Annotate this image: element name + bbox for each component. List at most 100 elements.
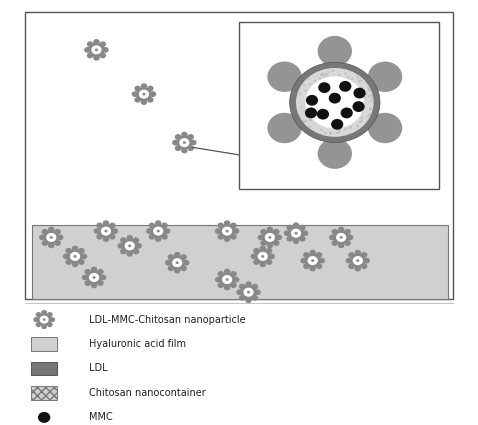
Circle shape [169,255,185,270]
Circle shape [239,284,245,289]
Circle shape [215,228,221,234]
Circle shape [353,88,366,99]
Circle shape [230,234,237,240]
Circle shape [155,220,162,226]
Circle shape [318,82,330,93]
Circle shape [224,269,230,275]
Circle shape [243,288,254,297]
Circle shape [43,230,59,245]
Circle shape [70,252,80,261]
Circle shape [291,229,301,238]
Bar [31,337,57,351]
Circle shape [104,230,108,232]
Circle shape [368,113,370,116]
Circle shape [299,225,305,230]
Circle shape [135,243,142,249]
Circle shape [355,250,361,255]
Circle shape [147,85,153,91]
Circle shape [316,264,322,269]
Circle shape [101,227,111,235]
Circle shape [141,99,147,105]
Circle shape [150,224,166,238]
Circle shape [296,68,374,137]
Circle shape [367,115,369,117]
Text: Hyaluronic acid film: Hyaluronic acid film [89,339,186,349]
Circle shape [370,94,372,96]
Circle shape [46,233,56,242]
Circle shape [65,248,72,254]
Circle shape [236,289,243,295]
Circle shape [40,315,49,324]
Circle shape [165,260,172,266]
Circle shape [288,226,304,241]
Circle shape [85,280,91,286]
Circle shape [364,258,370,264]
Circle shape [87,53,93,58]
Circle shape [364,97,367,99]
Circle shape [299,236,305,242]
Circle shape [54,240,61,246]
Circle shape [217,234,224,240]
Circle shape [141,83,147,89]
Circle shape [217,271,224,277]
Circle shape [120,249,127,254]
Circle shape [82,275,88,280]
Circle shape [217,223,224,228]
Text: MMC: MMC [89,412,113,422]
Circle shape [150,91,156,97]
Circle shape [230,271,237,277]
Circle shape [303,109,306,112]
Circle shape [42,229,48,235]
Circle shape [307,256,318,265]
Circle shape [127,235,133,241]
Circle shape [219,224,235,238]
Bar [25,12,453,298]
Circle shape [120,237,127,243]
Circle shape [97,269,104,275]
Circle shape [336,132,338,134]
Circle shape [294,232,298,235]
Circle shape [331,119,343,130]
Circle shape [250,253,257,259]
Circle shape [247,291,250,294]
Circle shape [99,53,106,58]
Circle shape [109,223,116,228]
Circle shape [268,236,272,239]
Circle shape [125,241,135,250]
Circle shape [88,42,105,57]
Circle shape [95,48,98,51]
Circle shape [176,136,193,150]
Circle shape [121,239,138,253]
Circle shape [318,139,352,169]
Circle shape [226,230,228,232]
Circle shape [370,100,373,102]
Circle shape [351,78,354,80]
Circle shape [172,258,182,267]
Circle shape [94,228,100,234]
Circle shape [164,228,171,234]
Circle shape [348,264,355,269]
Circle shape [47,312,53,317]
Circle shape [245,281,252,287]
Circle shape [276,235,282,240]
Circle shape [84,47,91,53]
Circle shape [347,76,349,78]
Circle shape [224,236,230,242]
Circle shape [183,141,186,144]
Circle shape [269,253,275,259]
Circle shape [349,126,352,128]
Circle shape [309,250,316,255]
Circle shape [179,138,189,147]
Circle shape [325,73,327,75]
Circle shape [320,74,323,76]
Circle shape [93,39,100,45]
Circle shape [310,119,312,122]
Circle shape [63,253,69,259]
Circle shape [327,71,329,74]
Circle shape [134,85,141,91]
Circle shape [97,234,103,240]
Circle shape [338,131,341,133]
Circle shape [187,134,194,140]
Circle shape [344,72,347,75]
Circle shape [307,77,310,80]
